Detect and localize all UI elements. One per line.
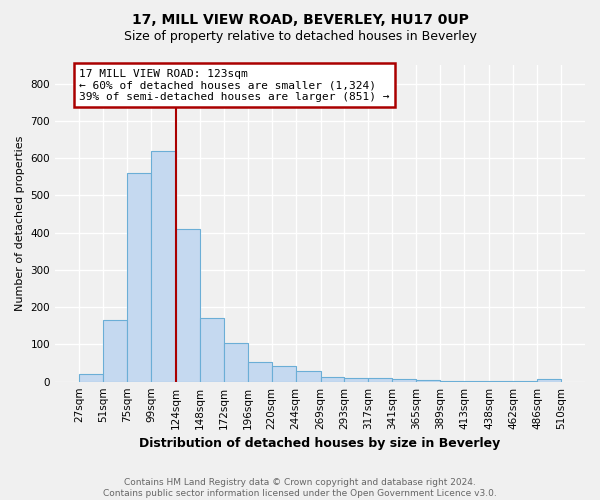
Text: 17, MILL VIEW ROAD, BEVERLEY, HU17 0UP: 17, MILL VIEW ROAD, BEVERLEY, HU17 0UP — [131, 12, 469, 26]
Bar — [248, 362, 272, 382]
Bar — [79, 374, 103, 382]
Bar — [103, 320, 127, 382]
Bar — [440, 381, 464, 382]
Bar — [344, 378, 368, 382]
Bar — [200, 318, 224, 382]
Text: 17 MILL VIEW ROAD: 123sqm
← 60% of detached houses are smaller (1,324)
39% of se: 17 MILL VIEW ROAD: 123sqm ← 60% of detac… — [79, 68, 389, 102]
Bar — [320, 377, 344, 382]
Bar — [127, 173, 151, 382]
Bar — [537, 379, 561, 382]
Bar — [224, 342, 248, 382]
Bar — [176, 229, 200, 382]
X-axis label: Distribution of detached houses by size in Beverley: Distribution of detached houses by size … — [139, 437, 500, 450]
Bar — [296, 370, 320, 382]
Bar — [272, 366, 296, 382]
Bar — [151, 150, 176, 382]
Text: Size of property relative to detached houses in Beverley: Size of property relative to detached ho… — [124, 30, 476, 43]
Text: Contains HM Land Registry data © Crown copyright and database right 2024.
Contai: Contains HM Land Registry data © Crown c… — [103, 478, 497, 498]
Bar — [368, 378, 392, 382]
Bar — [392, 379, 416, 382]
Bar — [416, 380, 440, 382]
Y-axis label: Number of detached properties: Number of detached properties — [15, 136, 25, 311]
